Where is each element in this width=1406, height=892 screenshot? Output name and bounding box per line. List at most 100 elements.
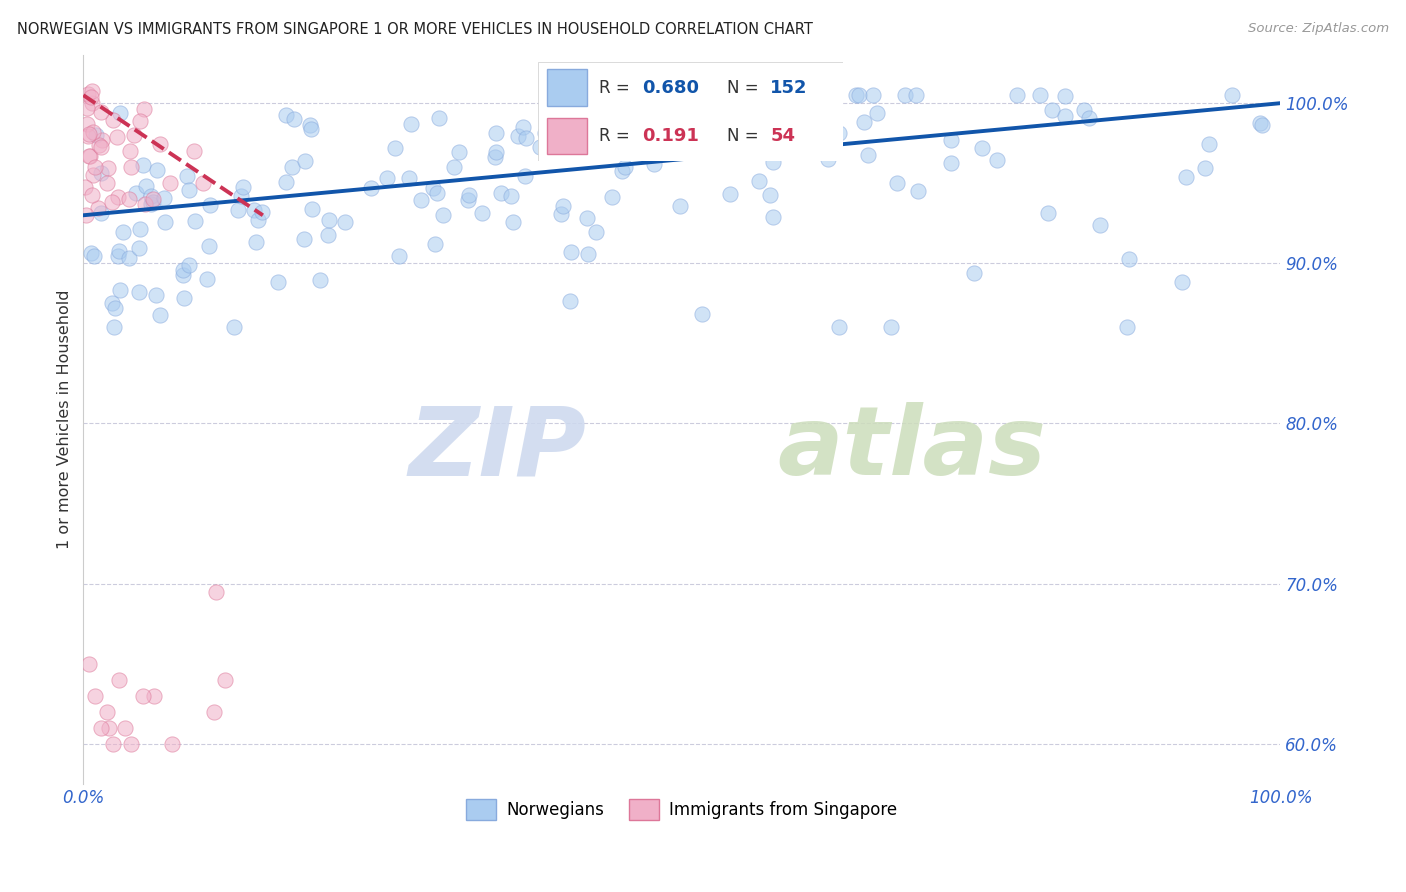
Point — [214, 673, 236, 687]
Point — [222, 320, 245, 334]
Point — [82, 188, 104, 202]
Point — [172, 263, 194, 277]
Point — [153, 215, 176, 229]
Point — [939, 133, 962, 147]
Point — [962, 266, 984, 280]
Point — [748, 173, 770, 187]
Point — [333, 215, 356, 229]
Point — [77, 128, 100, 143]
Point — [1174, 170, 1197, 185]
Point — [122, 128, 145, 143]
Point — [880, 320, 903, 334]
Point — [907, 184, 929, 198]
Point — [762, 145, 785, 159]
Point — [142, 194, 165, 209]
Point — [613, 160, 636, 174]
Point — [97, 161, 120, 176]
Point — [134, 102, 156, 116]
Point — [197, 238, 219, 252]
Y-axis label: 1 or more Vehicles in Household: 1 or more Vehicles in Household — [58, 290, 72, 549]
Text: atlas: atlas — [778, 402, 1046, 495]
Point — [1171, 275, 1194, 289]
Point — [862, 88, 884, 103]
Point — [499, 188, 522, 202]
Point — [96, 705, 118, 719]
Point — [886, 176, 908, 190]
Point — [108, 106, 131, 120]
Point — [1005, 88, 1028, 103]
Point — [298, 118, 321, 132]
Point — [132, 158, 155, 172]
Point — [118, 192, 141, 206]
Point — [200, 198, 222, 212]
Point — [176, 169, 198, 183]
Point — [893, 88, 915, 103]
Point — [142, 192, 165, 206]
Point — [576, 247, 599, 261]
Point — [90, 140, 112, 154]
Point — [101, 195, 124, 210]
Point — [617, 120, 640, 135]
Point — [114, 721, 136, 735]
Point — [762, 154, 785, 169]
Point — [172, 268, 194, 283]
Point — [1036, 205, 1059, 219]
Point — [77, 149, 100, 163]
Point — [489, 186, 512, 201]
Point — [143, 689, 166, 703]
Point — [120, 160, 142, 174]
Point — [458, 188, 481, 202]
Point — [83, 249, 105, 263]
Point — [149, 308, 172, 322]
Point — [145, 287, 167, 301]
Point — [84, 160, 107, 174]
Point — [515, 131, 537, 145]
Point — [232, 180, 254, 194]
Point — [560, 293, 582, 308]
Point — [202, 705, 225, 719]
Point — [103, 737, 125, 751]
Point — [585, 225, 607, 239]
Point — [1053, 109, 1076, 123]
Point — [129, 222, 152, 236]
Point — [905, 88, 928, 103]
Point — [101, 113, 124, 128]
Point — [153, 191, 176, 205]
Point — [245, 235, 267, 250]
Point — [73, 180, 96, 194]
Point — [141, 197, 163, 211]
Point — [813, 139, 835, 153]
Point — [145, 163, 167, 178]
Point — [177, 258, 200, 272]
Point — [1040, 103, 1063, 118]
Point — [845, 88, 868, 103]
Point — [513, 169, 536, 183]
Point — [184, 213, 207, 227]
Point — [643, 157, 665, 171]
Point — [98, 721, 121, 735]
Point — [398, 171, 420, 186]
Point — [449, 145, 471, 159]
Point — [853, 115, 876, 129]
Text: Source: ZipAtlas.com: Source: ZipAtlas.com — [1249, 22, 1389, 36]
Point — [183, 145, 205, 159]
Point — [274, 108, 297, 122]
Point — [294, 154, 316, 169]
Point — [986, 153, 1008, 167]
Point — [84, 128, 107, 142]
Point — [1028, 88, 1050, 103]
Point — [120, 145, 142, 159]
Point — [75, 208, 97, 222]
Point — [508, 129, 530, 144]
Point — [84, 689, 107, 703]
Point — [360, 180, 382, 194]
Point — [280, 161, 302, 175]
Point — [205, 584, 228, 599]
Point — [141, 188, 163, 202]
Point — [1077, 111, 1099, 125]
Point — [149, 137, 172, 152]
Point — [76, 101, 98, 115]
Point — [1073, 103, 1095, 118]
Point — [118, 251, 141, 265]
Point — [787, 88, 810, 103]
